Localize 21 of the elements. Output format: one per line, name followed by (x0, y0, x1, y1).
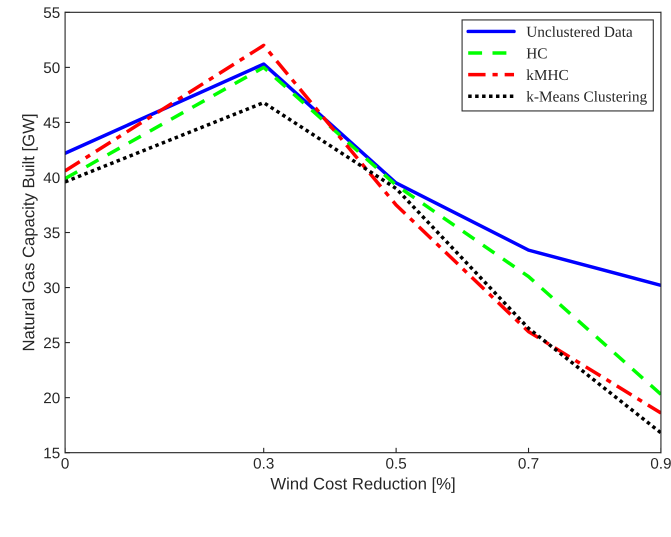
y-tick-label: 15 (44, 448, 60, 458)
y-tick-label: 45 (44, 117, 60, 128)
x-axis-title: Wind Cost Reduction [%] (270, 477, 454, 493)
y-tick-label: 20 (44, 392, 60, 404)
y-axis-title: Natural Gas Capacity Built [GW] (22, 114, 38, 350)
y-tick-label: 35 (44, 227, 60, 238)
legend-label: HC (526, 48, 547, 59)
y-tick-label: 30 (44, 282, 60, 294)
x-tick-label: 0.3 (254, 458, 274, 469)
line-series (65, 62, 661, 288)
y-tick-label: 50 (44, 62, 60, 74)
x-tick-label: 0.5 (386, 458, 406, 469)
x-tick-label: 0.7 (518, 458, 538, 469)
x-tick-label: 0.9 (650, 458, 671, 469)
x-tick-label: 0 (61, 458, 69, 469)
legend-label: Unclustered Data (526, 26, 633, 37)
y-tick-label: 40 (44, 172, 60, 184)
legend-label: k-Means Clustering (526, 90, 647, 105)
legend-label: kMHC (526, 69, 568, 80)
y-tick-label: 25 (44, 337, 60, 348)
y-tick-label: 55 (44, 7, 60, 18)
